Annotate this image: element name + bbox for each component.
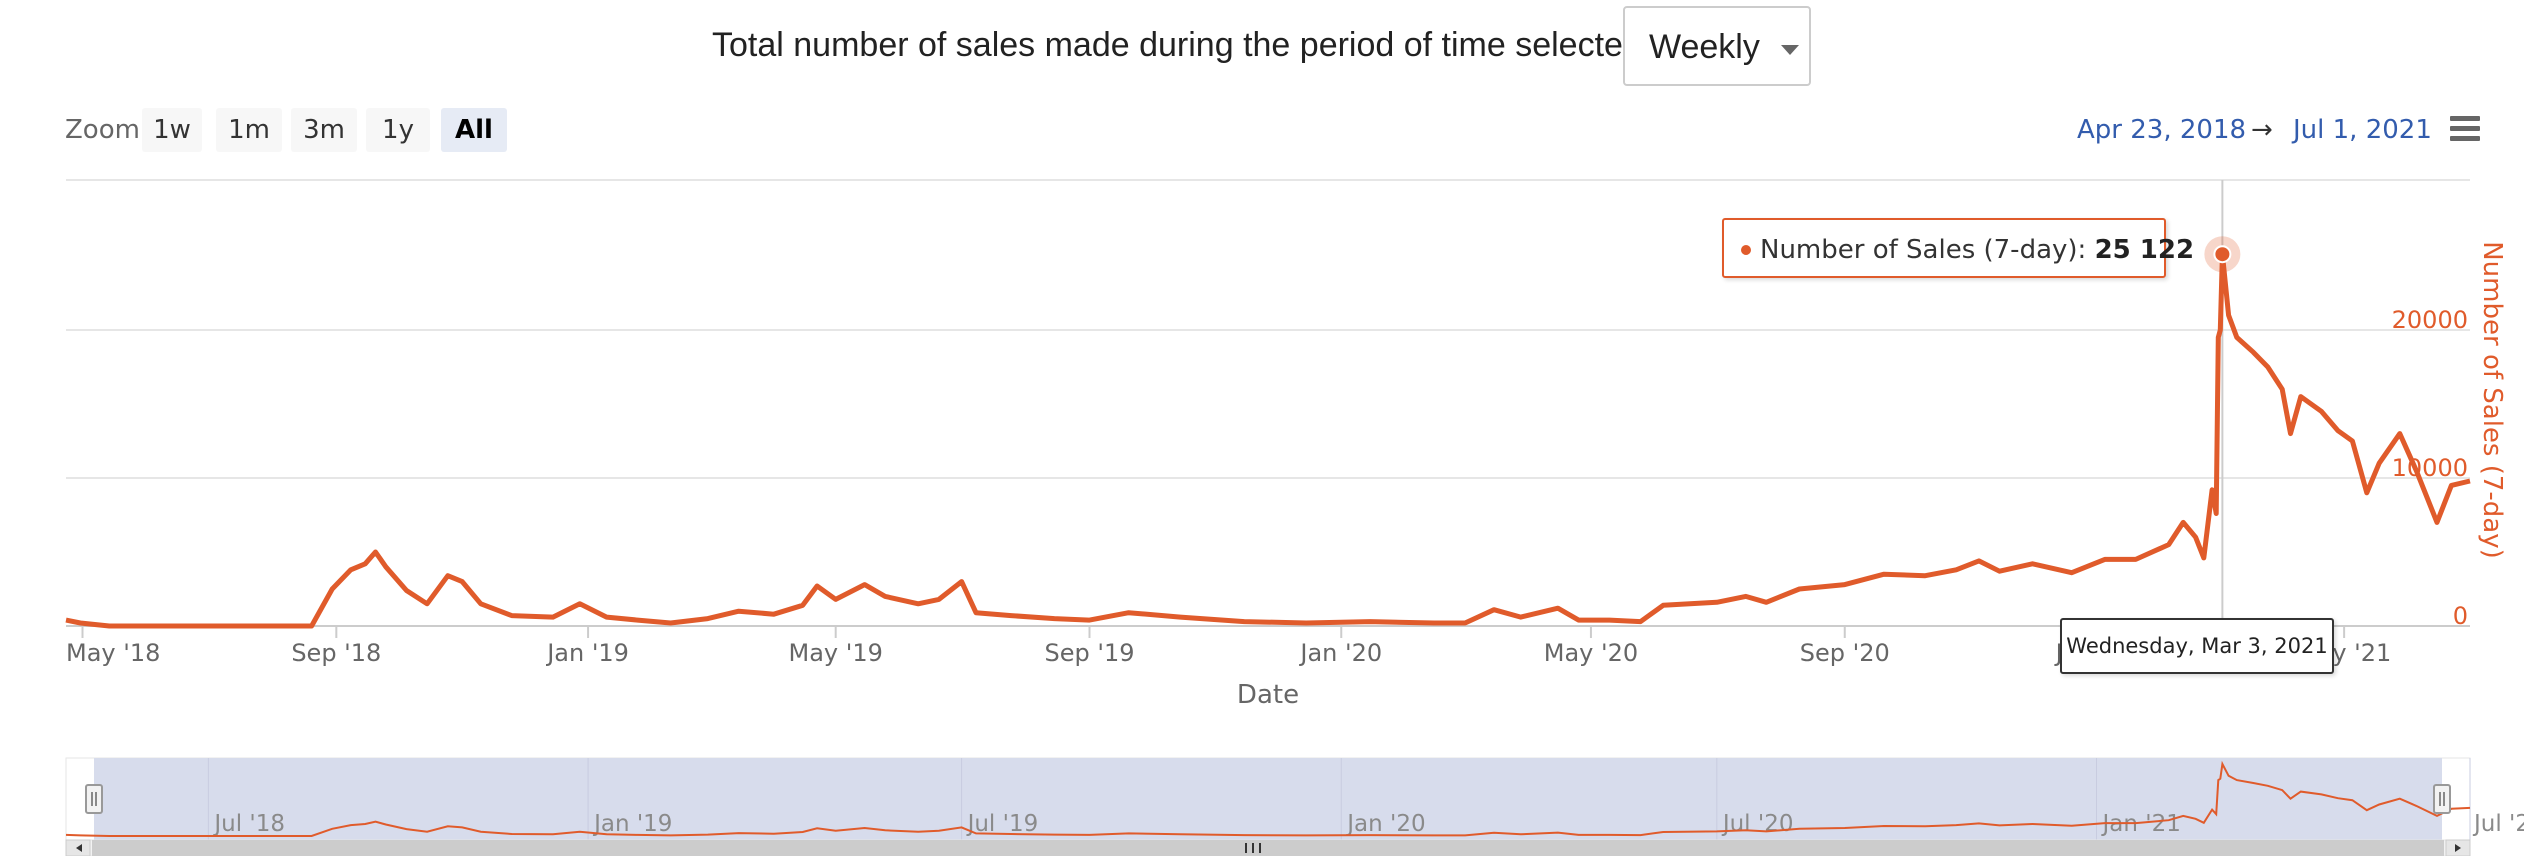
zoom-1m-button[interactable]: 1m [216,108,282,152]
y-tick-label: 10000 [2392,454,2468,482]
period-select[interactable]: Weekly [1623,6,1811,86]
zoom-1y-button[interactable]: 1y [366,108,430,152]
navigator-tick-label: Jul '20 [1721,811,1794,837]
x-tick-label: May '18 [66,639,160,667]
tooltip-value: 25 122 [2094,235,2195,265]
range-to[interactable]: Jul 1, 2021 [2293,115,2432,145]
series-dot-icon [1741,245,1751,255]
zoom-3m-button[interactable]: 3m [291,108,357,152]
series-tooltip: Number of Sales (7-day): 25 122 [1722,218,2194,278]
range-arrow: → [2251,115,2273,145]
navigator-tick-label: Jan '20 [1345,811,1425,837]
navigator-mask [94,758,2442,840]
period-select-value: Weekly [1649,28,1760,66]
series-line [65,251,2471,629]
navigator-handle-right[interactable] [2433,784,2451,814]
date-tooltip: Wednesday, Mar 3, 2021 [2060,618,2334,674]
x-tick-label: Jan '19 [545,639,629,667]
tooltip-series-name: Number of Sales (7-day) [1760,235,2078,265]
navigator-handle-left[interactable] [85,784,103,814]
y-tick-label: 0 [2453,602,2468,630]
navigator-tick-label: Jan '19 [592,811,672,837]
chevron-right-icon [2455,844,2461,852]
chevron-down-icon [1781,45,1799,55]
zoom-label: Zoom [65,115,140,145]
x-tick-label: Sep '20 [1800,639,1890,667]
zoom-all-button[interactable]: All [441,108,507,152]
x-tick-label: Sep '18 [291,639,381,667]
scrollbar-thumb[interactable] [92,840,2444,856]
hover-point [2213,245,2232,264]
navigator-tick-label: Jul '18 [212,811,285,837]
x-tick-label: May '20 [1544,639,1638,667]
range-from[interactable]: Apr 23, 2018 [2077,115,2247,145]
x-axis-title: Date [1237,680,1299,710]
navigator-tick-label: Jul '21 [2472,811,2524,837]
zoom-1w-button[interactable]: 1w [142,108,202,152]
x-tick-label: Jan '20 [1298,639,1382,667]
y-tick-label: 20000 [2392,306,2468,334]
y-axis-title: Number of Sales (7-day) [2477,241,2507,559]
navigator-series-line [65,760,2471,837]
hamburger-menu-icon[interactable] [2450,116,2480,142]
chart-description: Total number of sales made during the pe… [712,26,1652,64]
x-tick-label: Sep '19 [1045,639,1135,667]
chart-header: Total number of sales made during the pe… [0,0,2524,95]
chevron-left-icon [76,844,82,852]
x-tick-label: May '19 [788,639,882,667]
